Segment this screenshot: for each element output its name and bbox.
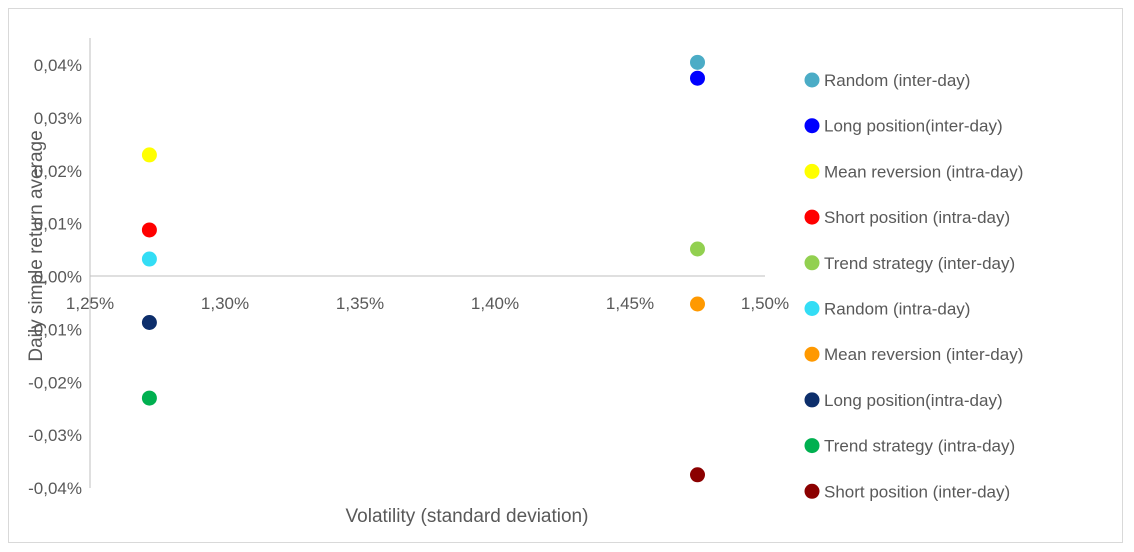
x-tick-label: 1,40% [471,294,519,313]
legend-marker [805,164,820,179]
legend-label: Mean reversion (intra-day) [824,162,1023,181]
legend-item: Short position (intra-day) [805,208,1011,227]
y-axis-label: Daily simple return average [26,130,47,361]
legend-label: Mean reversion (inter-day) [824,345,1023,364]
legend-marker [805,484,820,499]
y-tick-label: 0,03% [34,109,82,128]
y-tick-label: 0,04% [34,56,82,75]
data-point [142,252,157,267]
data-point [142,222,157,237]
data-point [690,71,705,86]
legend-marker [805,255,820,270]
legend-item: Mean reversion (inter-day) [805,345,1024,364]
legend-marker [805,73,820,88]
data-point [142,391,157,406]
legend-item: Trend strategy (inter-day) [805,254,1016,273]
legend-label: Long position(inter-day) [824,117,1003,136]
data-point [690,55,705,70]
x-tick-label: 1,30% [201,294,249,313]
legend: Random (inter-day) Long position(inter-da… [805,71,1024,501]
legend-label: Random (inter-day) [824,71,970,90]
x-tick-label: 1,50% [741,294,789,313]
legend-marker [805,118,820,133]
y-tick-label: -0,02% [28,373,82,392]
legend-marker [805,438,820,453]
y-tick-label: -0,04% [28,479,82,498]
legend-label: Long position(intra-day) [824,391,1003,410]
legend-label: Random (intra-day) [824,300,970,319]
legend-item: Long position(intra-day) [805,391,1003,410]
legend-marker [805,392,820,407]
legend-marker [805,347,820,362]
data-point [690,242,705,257]
x-tick-label: 1,25% [66,294,114,313]
x-tick-label: 1,35% [336,294,384,313]
data-point [690,467,705,482]
x-tick-labels: 1,25% 1,30% 1,35% 1,40% 1,45% 1,50% [66,294,789,313]
legend-marker [805,210,820,225]
y-tick-label: -0,03% [28,426,82,445]
legend-item: Trend strategy (intra-day) [805,437,1016,456]
data-point [142,315,157,330]
legend-item: Random (inter-day) [805,71,971,90]
x-tick-label: 1,45% [606,294,654,313]
legend-item: Short position (inter-day) [805,482,1011,501]
data-points [142,55,705,482]
legend-item: Long position(inter-day) [805,117,1003,136]
x-axis-label: Volatility (standard deviation) [346,506,589,527]
legend-label: Short position (intra-day) [824,208,1010,227]
legend-label: Trend strategy (intra-day) [824,437,1015,456]
legend-marker [805,301,820,316]
legend-label: Short position (inter-day) [824,482,1010,501]
axes [90,38,765,488]
legend-item: Mean reversion (intra-day) [805,162,1024,181]
data-point [142,147,157,162]
data-point [690,296,705,311]
legend-item: Random (intra-day) [805,300,971,319]
legend-label: Trend strategy (inter-day) [824,254,1015,273]
